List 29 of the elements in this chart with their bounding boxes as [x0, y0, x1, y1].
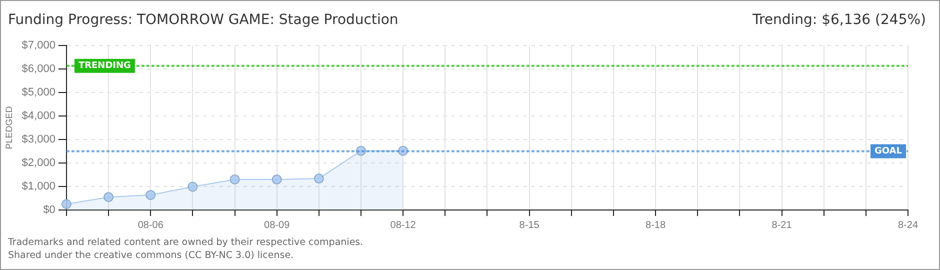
chart-subtitle: Trending: $6,136 (245%) — [752, 12, 926, 28]
point — [188, 182, 198, 192]
point — [104, 192, 114, 202]
y-tick-label: $0 — [43, 204, 56, 216]
x-tick-label: 08-06 — [138, 220, 164, 231]
chart-title: Funding Progress: TOMORROW GAME: Stage Production — [8, 12, 398, 28]
ref-line-label: TRENDING — [78, 61, 131, 72]
x-tick-label: 8-24 — [898, 220, 918, 231]
x-tick-label: 8-18 — [646, 220, 666, 231]
y-tick-label: $5,000 — [22, 86, 56, 99]
y-tick-label: $4,000 — [22, 110, 56, 122]
point — [230, 174, 240, 184]
y-tick-label: $3,000 — [22, 134, 56, 146]
point — [314, 174, 324, 184]
point — [272, 174, 282, 184]
y-tick-label: $1,000 — [22, 180, 56, 193]
y-tick-label: $6,000 — [22, 63, 56, 76]
point — [61, 199, 72, 210]
ref-line-label: GOAL — [874, 146, 902, 157]
text: Shared under the creative commons (CC BY-NC 3.0) license. — [8, 249, 295, 262]
y-axis-title: PLEDGED — [4, 106, 14, 150]
x-tick-label: 8-21 — [772, 220, 792, 231]
y-tick-label: $2,000 — [22, 157, 56, 170]
x-tick-label: 08-09 — [264, 220, 290, 231]
point — [146, 190, 156, 200]
x-tick-label: 08-12 — [390, 220, 416, 231]
y-tick-label: $7,000 — [22, 40, 56, 52]
x-tick-label: 8-15 — [519, 220, 540, 231]
text: Trademarks and related content are owned by their respective companies. — [8, 236, 364, 249]
